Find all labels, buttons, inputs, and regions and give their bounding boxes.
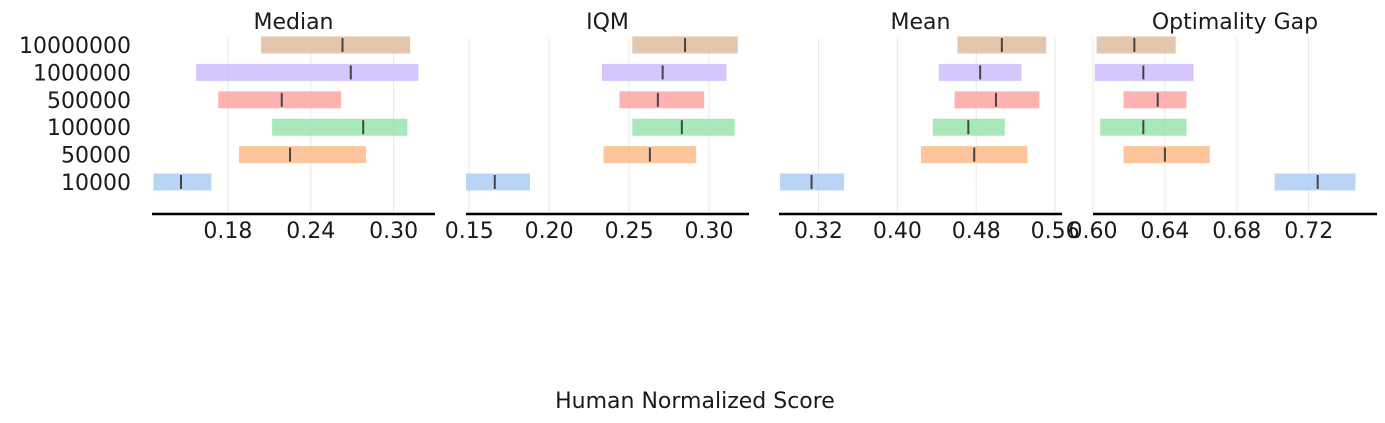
tick-label-optimality-gap-0: 0.60 — [1069, 219, 1118, 244]
panel-median: Median 0.18 0.24 0.30 — [152, 10, 435, 244]
interval-bar-optimality-gap-500000 — [1123, 91, 1187, 109]
interval-bar-iqm-100000 — [632, 118, 735, 136]
tick-label-optimality-gap-1: 0.64 — [1140, 219, 1189, 244]
interval-bar-iqm-1000000 — [601, 63, 727, 81]
tick-label-mean-2: 0.48 — [952, 219, 1001, 244]
category-label-500000: 500000 — [47, 89, 131, 114]
category-label-10000000: 10000000 — [19, 34, 131, 59]
tick-label-mean-0: 0.32 — [794, 219, 843, 244]
category-label-100000: 100000 — [47, 116, 131, 141]
tick-label-mean-3: 0.56 — [1031, 219, 1080, 244]
tick-label-mean-1: 0.40 — [873, 219, 922, 244]
x-axis-label: Human Normalized Score — [555, 389, 835, 414]
tick-label-iqm-2: 0.25 — [605, 219, 654, 244]
interval-bar-iqm-500000 — [619, 91, 705, 109]
category-label-10000: 10000 — [61, 171, 131, 196]
interval-bar-median-1000000 — [196, 63, 419, 81]
category-label-1000000: 1000000 — [33, 61, 131, 86]
tick-label-optimality-gap-3: 0.72 — [1284, 219, 1333, 244]
panel-mean: Mean 0.32 0.40 0.48 0.56 — [779, 10, 1080, 244]
interval-bar-median-10000000 — [261, 36, 411, 54]
tick-label-optimality-gap-2: 0.68 — [1212, 219, 1261, 244]
panel-title-median: Median — [253, 10, 333, 35]
interval-bar-optimality-gap-50000 — [1123, 146, 1210, 164]
chart-panels: Median 0.18 0.24 0.30 IQM 0.15 0.20 0.25 0.30 Mea… — [152, 10, 1377, 244]
tick-label-median-2: 0.30 — [369, 219, 418, 244]
category-label-50000: 50000 — [61, 144, 131, 169]
panel-title-iqm: IQM — [586, 10, 629, 35]
panel-optimality-gap: Optimality Gap 0.60 0.64 0.68 0.72 — [1069, 10, 1377, 244]
panel-title-optimality-gap: Optimality Gap — [1152, 10, 1318, 35]
panel-iqm: IQM 0.15 0.20 0.25 0.30 — [445, 10, 749, 244]
tick-label-iqm-1: 0.20 — [525, 219, 574, 244]
tick-label-median-0: 0.18 — [203, 219, 252, 244]
tick-label-median-1: 0.24 — [286, 219, 335, 244]
panel-title-mean: Mean — [891, 10, 951, 35]
interval-bar-median-500000 — [218, 91, 342, 109]
tick-label-iqm-3: 0.30 — [685, 219, 734, 244]
interval-bar-median-50000 — [238, 146, 366, 164]
interval-bar-iqm-10000 — [466, 173, 530, 191]
tick-label-iqm-0: 0.15 — [445, 219, 494, 244]
interval-bar-median-10000 — [153, 173, 212, 191]
interval-bar-optimality-gap-10000 — [1274, 173, 1356, 191]
interval-bar-median-100000 — [272, 118, 408, 136]
interval-bar-optimality-gap-10000000 — [1096, 36, 1176, 54]
